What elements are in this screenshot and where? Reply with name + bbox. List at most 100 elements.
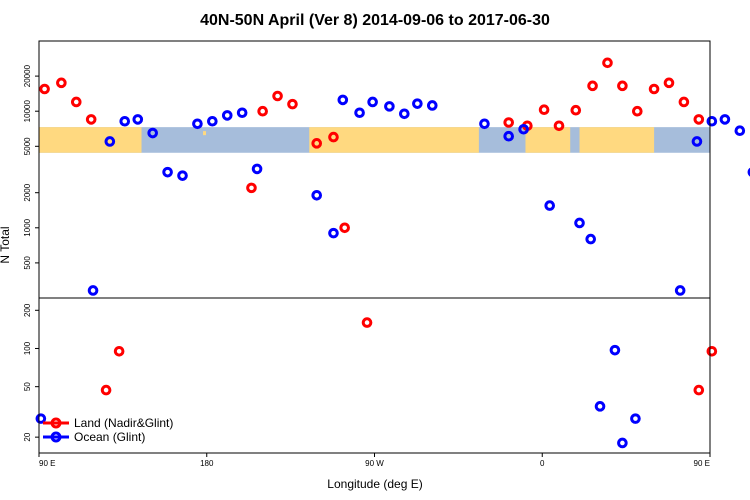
ocean-point	[674, 285, 686, 296]
land-point	[257, 105, 268, 117]
ocean-point	[544, 200, 556, 211]
top-panel-frame	[38, 40, 711, 299]
ocean-point	[479, 118, 490, 130]
ocean-point	[609, 344, 621, 356]
ocean-point	[104, 136, 116, 147]
land-point	[85, 114, 97, 125]
land-point	[706, 346, 718, 357]
ocean-point	[132, 114, 144, 125]
ocean-point	[574, 217, 585, 229]
map-land	[525, 127, 571, 153]
land-point	[328, 131, 339, 143]
x-tick-label: 90 E	[694, 459, 710, 468]
ocean-point	[503, 130, 515, 142]
ocean-point	[87, 285, 99, 296]
ocean-point	[337, 94, 349, 106]
land-point	[56, 77, 67, 89]
land-point	[70, 96, 82, 108]
ocean-point	[177, 170, 188, 181]
land-point	[339, 222, 350, 234]
top-panel: 500 1000 2000 5000 10000 20000	[23, 40, 750, 299]
legend-marker-land	[50, 417, 62, 429]
ocean-point	[207, 115, 218, 127]
map-land	[39, 127, 142, 153]
ocean-point	[328, 227, 339, 239]
ocean-point	[734, 125, 746, 137]
ocean-point	[354, 107, 365, 119]
land-point	[503, 117, 515, 128]
land-point	[39, 83, 50, 95]
top-y-tick-label: 10000	[23, 100, 32, 123]
ocean-point	[630, 413, 641, 424]
ocean-point	[384, 101, 395, 112]
top-y-tick-label: 500	[23, 256, 32, 270]
ocean-point	[594, 401, 606, 412]
top-y-tick-label: 5000	[23, 137, 32, 155]
y-axis-label: N Total	[0, 226, 12, 263]
land-point	[693, 384, 705, 396]
x-axis-label: Longitude (deg E)	[327, 477, 422, 491]
ocean-point	[162, 166, 173, 178]
ocean-point	[412, 98, 423, 109]
land-point	[100, 384, 112, 396]
land-point	[570, 104, 582, 116]
bottom-y-tick-label: 50	[23, 382, 32, 391]
legend-label-land: Land (Nadir&Glint)	[74, 416, 173, 430]
ocean-point	[236, 107, 248, 119]
ocean-point	[367, 96, 378, 108]
x-tick-label: 0	[540, 459, 545, 468]
top-y-tick-label: 2000	[23, 183, 32, 201]
top-y-tick-label: 1000	[23, 218, 32, 236]
world-map-band	[39, 127, 710, 153]
map-land	[203, 131, 207, 136]
land-point	[361, 317, 373, 328]
legend: Land (Nadir&Glint) Ocean (Glint)	[43, 416, 173, 444]
legend-label-ocean: Ocean (Glint)	[74, 430, 145, 444]
top-y-axis: 500 1000 2000 5000 10000 20000	[23, 64, 39, 270]
ocean-point	[518, 123, 529, 135]
top-points	[39, 57, 750, 296]
ocean-point	[617, 437, 628, 449]
land-point	[538, 104, 550, 116]
land-point	[602, 57, 613, 69]
x-tick-label: 90 W	[365, 459, 384, 468]
land-point	[663, 77, 675, 89]
top-y-tick-label: 20000	[23, 64, 32, 87]
land-point	[311, 138, 323, 149]
ocean-point	[691, 136, 703, 147]
bottom-points	[35, 317, 718, 449]
x-tick-label: 180	[200, 459, 214, 468]
land-point	[617, 80, 628, 92]
ocean-point	[426, 100, 438, 111]
bottom-y-tick-label: 20	[23, 432, 32, 441]
land-point	[272, 90, 283, 102]
ocean-point	[147, 127, 158, 139]
bottom-y-tick-label: 200	[23, 303, 32, 317]
land-point	[693, 114, 705, 125]
legend-marker-ocean	[50, 431, 62, 443]
bottom-y-axis: 20 50 100 200	[23, 303, 39, 442]
ocean-point	[399, 108, 410, 120]
ocean-point	[706, 115, 718, 127]
x-tick-label: 90 E	[39, 459, 55, 468]
bottom-y-tick-label: 100	[23, 341, 32, 355]
ocean-point	[192, 118, 203, 130]
land-point	[632, 105, 643, 117]
land-point	[113, 346, 125, 357]
ocean-point	[221, 110, 233, 121]
land-point	[246, 182, 257, 194]
land-point	[553, 120, 565, 132]
map-land	[579, 127, 655, 153]
land-point	[648, 83, 660, 95]
chart-title: 40N-50N April (Ver 8) 2014-09-06 to 2017…	[200, 12, 550, 29]
land-point	[678, 96, 690, 108]
land-point	[287, 98, 298, 110]
ocean-point	[119, 115, 131, 127]
ocean-point	[585, 233, 597, 245]
ocean-point	[35, 413, 47, 424]
ocean-point	[251, 163, 263, 175]
map-land	[104, 133, 109, 139]
ocean-point	[719, 114, 731, 125]
